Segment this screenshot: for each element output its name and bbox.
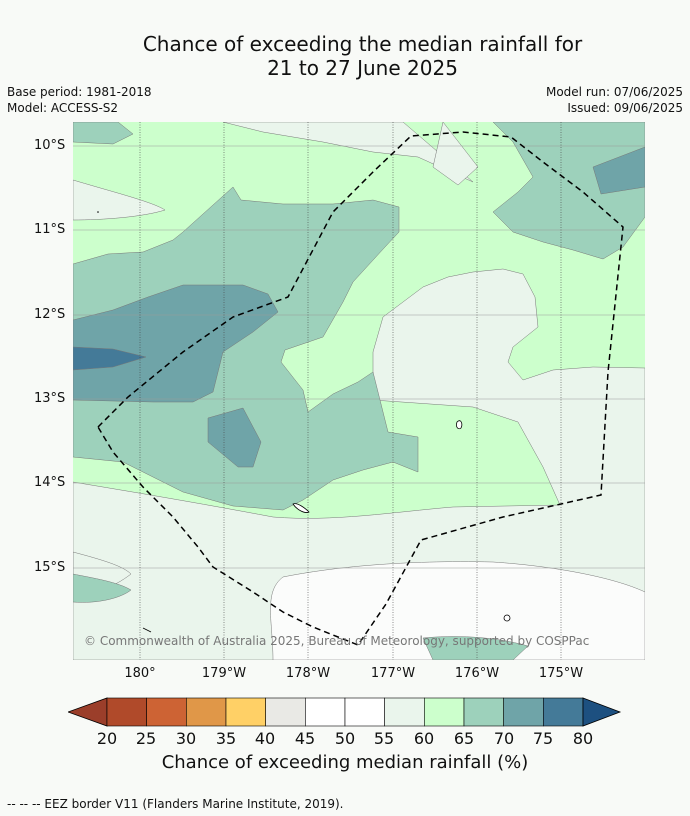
colorbar-swatch-30-35 bbox=[186, 697, 227, 727]
lat-label-10s: 10°S bbox=[34, 138, 66, 153]
lon-label-179w: 179°W bbox=[201, 666, 247, 681]
colorbar-tick-25: 25 bbox=[135, 729, 157, 748]
colorbar-swatch-60-65 bbox=[424, 697, 465, 727]
colorbar-tick-70: 70 bbox=[493, 729, 515, 748]
colorbar-tick-20: 20 bbox=[96, 729, 118, 748]
model-name: Model: ACCESS-S2 bbox=[7, 101, 119, 115]
colorbar-tick-40: 40 bbox=[254, 729, 276, 748]
lon-label-176w: 176°W bbox=[454, 666, 500, 681]
lon-label-180: 180° bbox=[124, 666, 156, 681]
issued-date: Issued: 09/06/2025 bbox=[567, 101, 683, 115]
colorbar-label: Chance of exceeding median rainfall (%) bbox=[161, 752, 529, 773]
colorbar-over-arrow bbox=[582, 697, 622, 727]
lat-label-12s: 12°S bbox=[34, 307, 66, 322]
colorbar-under-arrow bbox=[68, 697, 108, 727]
lat-label-13s: 13°S bbox=[34, 391, 66, 406]
title-line-2: 21 to 27 June 2025 bbox=[267, 56, 458, 80]
model-run: Model run: 07/06/2025 bbox=[545, 85, 683, 99]
colorbar-swatch-35-40 bbox=[225, 697, 266, 727]
colorbar-swatch-20-25 bbox=[106, 697, 147, 727]
lon-label-177w: 177°W bbox=[370, 666, 416, 681]
colorbar-tick-30: 30 bbox=[175, 729, 197, 748]
colorbar-tick-75: 75 bbox=[532, 729, 554, 748]
title-line-1: Chance of exceeding the median rainfall … bbox=[142, 32, 583, 56]
rainfall-map bbox=[73, 122, 645, 660]
lat-label-14s: 14°S bbox=[34, 475, 66, 490]
colorbar-tick-55: 55 bbox=[373, 729, 395, 748]
lon-label-178w: 178°W bbox=[285, 666, 331, 681]
colorbar-tick-60: 60 bbox=[413, 729, 435, 748]
colorbar-swatch-70-75 bbox=[503, 697, 544, 727]
lat-label-11s: 11°S bbox=[34, 222, 66, 237]
lat-label-15s: 15°S bbox=[34, 560, 66, 575]
colorbar-swatch-50-55 bbox=[344, 697, 385, 727]
colorbar-swatch-55-60 bbox=[384, 697, 425, 727]
colorbar-tick-65: 65 bbox=[453, 729, 475, 748]
colorbar-swatch-25-30 bbox=[146, 697, 187, 727]
colorbar-swatch-45-50 bbox=[305, 697, 346, 727]
colorbar-swatch-65-70 bbox=[463, 697, 504, 727]
lon-label-175w: 175°W bbox=[538, 666, 584, 681]
colorbar-swatch-75-80 bbox=[543, 697, 584, 727]
base-period: Base period: 1981-2018 bbox=[7, 85, 152, 99]
colorbar-tick-50: 50 bbox=[334, 729, 356, 748]
copyright-notice: © Commonwealth of Australia 2025, Bureau… bbox=[84, 634, 590, 648]
colorbar-tick-45: 45 bbox=[294, 729, 316, 748]
eez-border-legend: -- -- -- EEZ border V11 (Flanders Marine… bbox=[7, 797, 344, 811]
colorbar-tick-80: 80 bbox=[572, 729, 594, 748]
colorbar bbox=[68, 697, 622, 727]
colorbar-swatch-40-45 bbox=[265, 697, 306, 727]
colorbar-tick-35: 35 bbox=[215, 729, 237, 748]
